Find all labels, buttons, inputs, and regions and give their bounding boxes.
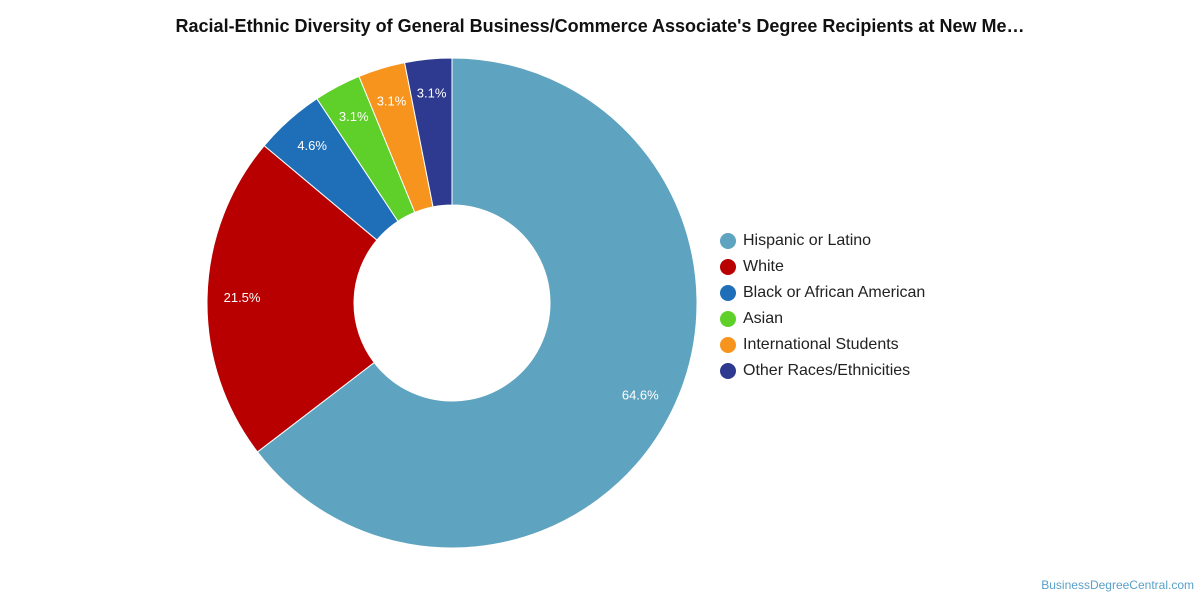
legend-swatch: [720, 363, 736, 379]
chart-title: Racial-Ethnic Diversity of General Busin…: [175, 16, 1025, 36]
legend-item-white[interactable]: White: [720, 254, 925, 280]
legend-item-other[interactable]: Other Races/Ethnicities: [720, 358, 925, 384]
legend-swatch: [720, 311, 736, 327]
legend-label: Black or African American: [743, 284, 926, 301]
legend-label: International Students: [743, 336, 899, 353]
source-link[interactable]: BusinessDegreeCentral.com: [1041, 578, 1194, 592]
slice-value-label-1: 21.5%: [224, 290, 261, 305]
chart-legend: Hispanic or Latino White Black or Africa…: [720, 228, 925, 384]
legend-item-asian[interactable]: Asian: [720, 306, 925, 332]
legend-swatch: [720, 259, 736, 275]
slice-value-label-0: 64.6%: [622, 387, 659, 402]
slice-value-label-3: 3.1%: [339, 109, 369, 124]
slice-value-label-4: 3.1%: [377, 93, 407, 108]
legend-swatch: [720, 285, 736, 301]
donut-slice-5[interactable]: [403, 57, 453, 208]
slice-value-label-2: 4.6%: [297, 138, 327, 153]
donut-slice-1[interactable]: [206, 144, 378, 453]
legend-item-black[interactable]: Black or African American: [720, 280, 925, 306]
legend-swatch: [720, 233, 736, 249]
legend-item-international[interactable]: International Students: [720, 332, 925, 358]
legend-label: Hispanic or Latino: [743, 232, 872, 249]
legend-item-hispanic[interactable]: Hispanic or Latino: [720, 228, 925, 254]
legend-label: White: [743, 258, 784, 275]
legend-label: Other Races/Ethnicities: [743, 362, 911, 379]
donut-slice-0[interactable]: [256, 57, 698, 549]
legend-swatch: [720, 337, 736, 353]
slice-value-label-5: 3.1%: [417, 85, 447, 100]
legend-label: Asian: [743, 310, 784, 327]
